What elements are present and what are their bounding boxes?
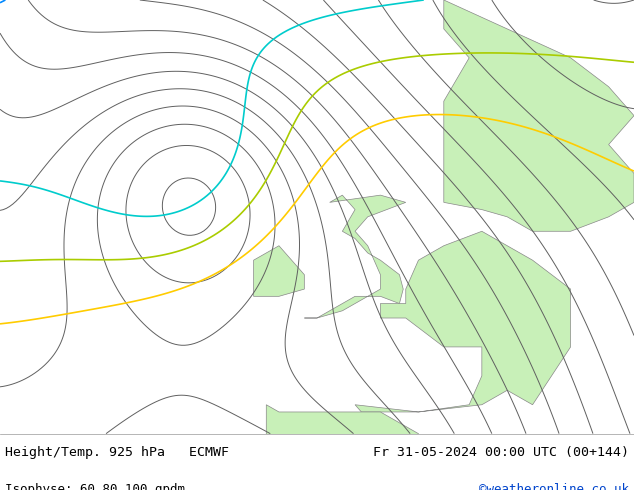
Text: Height/Temp. 925 hPa   ECMWF: Height/Temp. 925 hPa ECMWF [5, 446, 229, 459]
Text: Isophyse: 60 80 100 gpdm: Isophyse: 60 80 100 gpdm [5, 483, 185, 490]
Polygon shape [266, 405, 418, 490]
Text: ©weatheronline.co.uk: ©weatheronline.co.uk [479, 483, 629, 490]
Polygon shape [355, 231, 571, 412]
Polygon shape [304, 195, 406, 318]
Polygon shape [444, 0, 634, 231]
Polygon shape [254, 246, 304, 296]
Text: Fr 31-05-2024 00:00 UTC (00+144): Fr 31-05-2024 00:00 UTC (00+144) [373, 446, 629, 459]
